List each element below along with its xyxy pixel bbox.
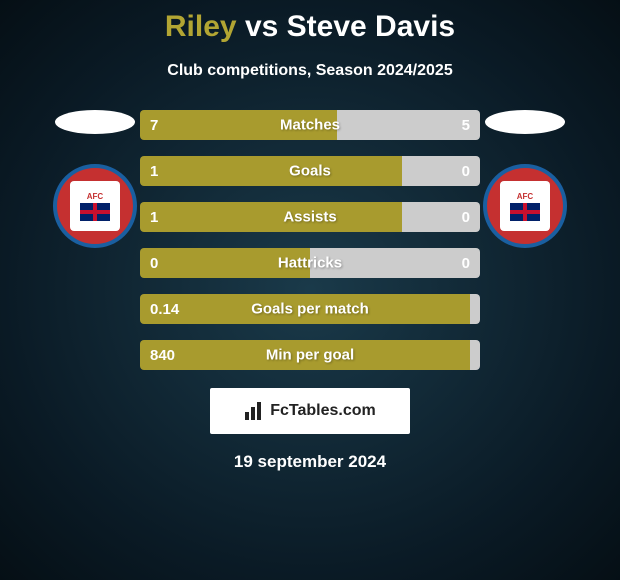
club-afc-text: AFC (517, 192, 533, 201)
comparison-area: AFC 7 5 Matches 1 0 Goals 1 0 Assists 0 … (0, 110, 620, 370)
left-badge-column: AFC (50, 110, 140, 248)
player2-club-badge: AFC (483, 164, 567, 248)
bar-label: Hattricks (278, 255, 342, 272)
player1-name: Riley (165, 10, 237, 43)
stat-bar-hattricks: 0 0 Hattricks (140, 248, 480, 278)
bar-left: 1 (140, 202, 402, 232)
bar-label: Assists (283, 209, 336, 226)
fctables-watermark: FcTables.com (210, 388, 410, 434)
bar-right (470, 340, 480, 370)
bar-chart-icon (244, 402, 264, 420)
bar-right: 0 (402, 202, 480, 232)
stat-bar-goals-per-match: 0.14 Goals per match (140, 294, 480, 324)
bar-right (470, 294, 480, 324)
fctables-text: FcTables.com (270, 402, 376, 420)
club-flag-icon (80, 203, 110, 221)
player1-silhouette (55, 110, 135, 134)
bar-left: 1 (140, 156, 402, 186)
stat-bar-goals: 1 0 Goals (140, 156, 480, 186)
vs-text: vs (245, 10, 278, 43)
club-badge-inner: AFC (500, 181, 550, 231)
player2-silhouette (485, 110, 565, 134)
bar-right: 5 (337, 110, 480, 140)
stat-bar-assists: 1 0 Assists (140, 202, 480, 232)
player1-club-badge: AFC (53, 164, 137, 248)
bar-label: Matches (280, 117, 340, 134)
stat-bar-matches: 7 5 Matches (140, 110, 480, 140)
bar-label: Goals (289, 163, 331, 180)
date-text: 19 september 2024 (0, 452, 620, 472)
bar-label: Min per goal (266, 347, 354, 364)
bar-right: 0 (402, 156, 480, 186)
club-badge-inner: AFC (70, 181, 120, 231)
stat-bar-min-per-goal: 840 Min per goal (140, 340, 480, 370)
stat-bars-column: 7 5 Matches 1 0 Goals 1 0 Assists 0 0 Ha… (140, 110, 480, 370)
subtitle: Club competitions, Season 2024/2025 (0, 62, 620, 80)
bar-label: Goals per match (251, 301, 369, 318)
right-badge-column: AFC (480, 110, 570, 248)
club-afc-text: AFC (87, 192, 103, 201)
player2-name: Steve Davis (287, 10, 455, 43)
comparison-title: Riley vs Steve Davis (0, 0, 620, 44)
club-flag-icon (510, 203, 540, 221)
